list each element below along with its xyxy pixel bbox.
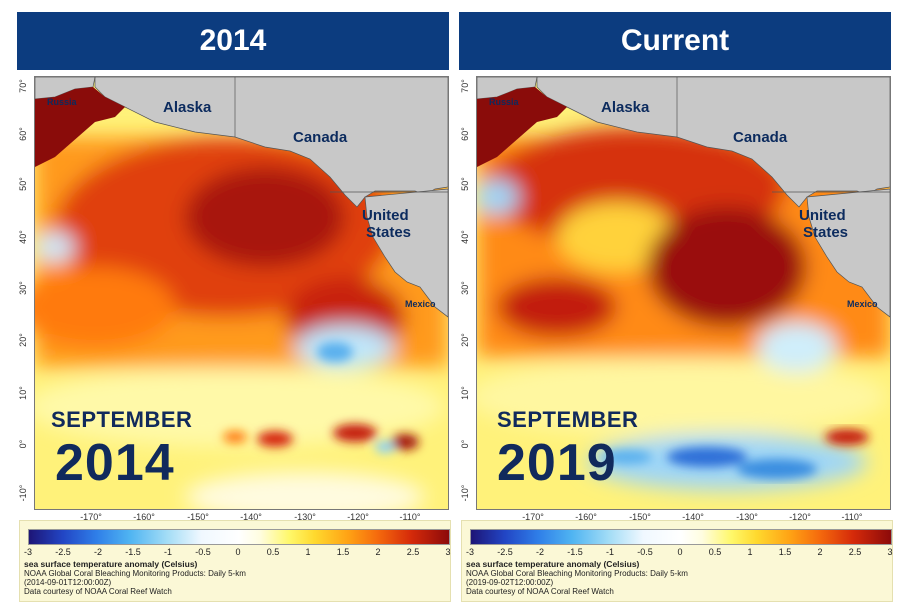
cb-tick: -3 [465,547,475,557]
lon-tick: -140° [240,512,262,522]
mexico-land [806,188,890,318]
label-states: States [803,224,849,241]
lon-tick: -120° [347,512,369,522]
map-graphic [477,77,890,509]
label-mexico: Mexico [405,299,436,309]
cb-tick: 1.5 [336,547,350,557]
lon-tick: -160° [575,512,597,522]
cb-tick: 3 [887,547,893,557]
panel-header: Current [459,12,891,70]
panel-current: Current [455,0,895,613]
lat-tick: 30° [18,281,28,295]
lat-tick: -10° [18,484,28,502]
lon-tick: -130° [294,512,316,522]
cb-tick: 3 [445,547,451,557]
month-title: SEPTEMBER [497,407,639,432]
lon-tick: -160° [133,512,155,522]
cb-tick: 0 [677,547,683,557]
legend-source: NOAA Global Coral Bleaching Monitoring P… [466,569,688,578]
legend-source: NOAA Global Coral Bleaching Monitoring P… [24,569,246,578]
cb-tick: -2 [93,547,103,557]
cb-tick: 2 [375,547,381,557]
lat-tick: 60° [460,127,470,141]
red-arctic-fill [35,87,125,167]
lat-tick: 50° [460,177,470,191]
mexico-land [364,188,448,318]
label-mexico: Mexico [847,299,878,309]
panel-header: 2014 [17,12,449,70]
lat-tick: 70° [18,79,28,93]
label-canada: Canada [293,129,348,146]
cb-tick: -3 [23,547,33,557]
lat-tick: 20° [460,333,470,347]
cb-tick: -1.5 [567,547,583,557]
lat-tick: 30° [460,281,470,295]
cb-tick: -2 [535,547,545,557]
lat-tick: 40° [460,230,470,244]
colorbar [470,529,892,545]
legend-title: sea surface temperature anomaly (Celsius… [466,559,640,569]
lon-tick: -130° [736,512,758,522]
legend-date: (2014-09-01T12:00:00Z) [24,578,112,587]
lat-tick: 0° [460,439,470,449]
legend-title: sea surface temperature anomaly (Celsius… [24,559,198,569]
cb-tick: -0.5 [195,547,211,557]
cb-tick: 1 [747,547,753,557]
color-legend: -3 -2.5 -2 -1.5 -1 -0.5 0 0.5 1 1.5 2 2.… [19,520,451,602]
lat-tick: -10° [460,484,470,502]
lat-tick: 10° [460,386,470,400]
red-arctic-fill [477,87,567,167]
lon-tick: -110° [399,512,421,522]
cb-tick: -1 [605,547,615,557]
lat-tick: 50° [18,177,28,191]
legend-date: (2019-09-02T12:00:00Z) [466,578,554,587]
color-legend: -3 -2.5 -2 -1.5 -1 -0.5 0 0.5 1 1.5 2 2.… [461,520,893,602]
lat-tick: 70° [460,79,470,93]
sst-anomaly-map: Russia Alaska Canada United States Mexic… [476,76,891,510]
panel-2014: 2014 [13,0,453,613]
cb-tick: 2.5 [848,547,862,557]
cb-tick: 0.5 [708,547,722,557]
lat-tick: 10° [18,386,28,400]
lon-tick: -170° [80,512,102,522]
lat-tick: 20° [18,333,28,347]
cb-tick: 2 [817,547,823,557]
label-alaska: Alaska [163,99,212,116]
cb-tick: -1 [163,547,173,557]
cb-tick: -2.5 [497,547,513,557]
year-title: 2014 [55,434,175,492]
cb-tick: 1.5 [778,547,792,557]
month-title: SEPTEMBER [51,407,193,432]
colorbar [28,529,450,545]
label-united: United [362,207,409,224]
lon-tick: -110° [841,512,863,522]
lon-tick: -120° [789,512,811,522]
lat-tick: 60° [18,127,28,141]
label-russia: Russia [47,97,77,107]
cb-tick: 0.5 [266,547,280,557]
label-russia: Russia [489,97,519,107]
lon-tick: -150° [629,512,651,522]
lat-tick: 40° [18,230,28,244]
legend-credit: Data courtesy of NOAA Coral Reef Watch [24,587,172,596]
cb-tick: -2.5 [55,547,71,557]
label-canada: Canada [733,129,788,146]
lon-tick: -150° [187,512,209,522]
lon-tick: -170° [522,512,544,522]
cb-tick: 0 [235,547,241,557]
cb-tick: 1 [305,547,311,557]
cb-tick: -1.5 [125,547,141,557]
label-states: States [366,224,412,241]
sst-anomaly-map: Russia Alaska Canada United States Mexic… [34,76,449,510]
lat-tick: 0° [18,439,28,449]
label-alaska: Alaska [601,99,650,116]
year-title: 2019 [497,434,617,492]
cb-tick: -0.5 [637,547,653,557]
label-united: United [799,207,846,224]
legend-credit: Data courtesy of NOAA Coral Reef Watch [466,587,614,596]
map-graphic [35,77,448,509]
cb-tick: 2.5 [406,547,420,557]
lon-tick: -140° [682,512,704,522]
